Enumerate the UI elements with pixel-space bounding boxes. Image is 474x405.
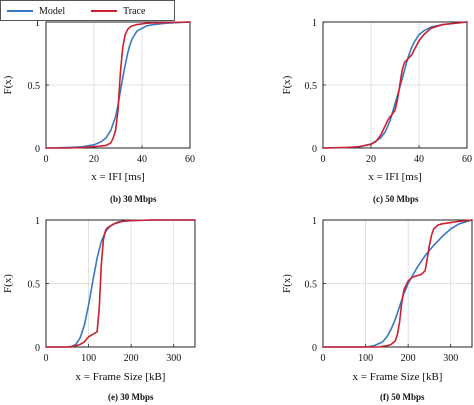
legend-swatch-model xyxy=(7,10,33,12)
y-axis-label: F(x) xyxy=(281,274,293,293)
x-tick-label: 60 xyxy=(185,154,195,165)
x-tick-label: 200 xyxy=(401,353,416,364)
chart-caption: (c) 50 Mbps xyxy=(373,194,419,204)
y-tick-label: 0.5 xyxy=(28,81,41,92)
y-axis-label: F(x) xyxy=(2,274,14,293)
series-line-trace xyxy=(45,21,191,149)
series-line-model xyxy=(45,21,191,149)
chart-caption: (e) 30 Mbps xyxy=(108,392,154,402)
x-tick-label: 300 xyxy=(166,353,181,364)
x-tick-label: 40 xyxy=(414,154,424,165)
x-tick-label: 20 xyxy=(89,154,99,165)
legend-swatch-trace xyxy=(91,10,117,12)
x-tick-label: 60 xyxy=(462,154,472,165)
x-axis-label: x = Frame Size [kB] xyxy=(76,371,166,383)
x-axis-label: x = Frame Size [kB] xyxy=(353,371,443,383)
x-tick-label: 40 xyxy=(137,154,147,165)
x-tick-label: 0 xyxy=(44,353,49,364)
x-tick-label: 200 xyxy=(124,353,139,364)
x-tick-label: 100 xyxy=(81,353,96,364)
y-tick-label: 1 xyxy=(312,216,317,227)
x-tick-label: 100 xyxy=(358,353,373,364)
x-tick-label: 0 xyxy=(44,154,49,165)
x-tick-label: 0 xyxy=(321,353,326,364)
legend-label-model: Model xyxy=(39,5,66,17)
chart-caption: (b) 30 Mbps xyxy=(110,194,157,204)
y-axis-label: F(x) xyxy=(281,75,293,94)
y-tick-label: 0 xyxy=(312,144,317,155)
series-line-model xyxy=(322,219,473,348)
chart-caption: (f) 50 Mbps xyxy=(380,392,425,402)
y-tick-label: 0 xyxy=(35,343,40,354)
legend: Model Trace xyxy=(0,0,175,21)
legend-item-model: Model xyxy=(7,4,65,18)
series-line-trace xyxy=(322,219,473,348)
y-tick-label: 0.5 xyxy=(28,280,41,291)
y-tick-label: 0.5 xyxy=(305,280,318,291)
y-tick-label: 0 xyxy=(312,343,317,354)
x-axis-label: x = IFI [ms] xyxy=(368,171,422,183)
y-tick-label: 1 xyxy=(35,216,40,227)
y-tick-label: 1 xyxy=(312,18,317,29)
series-line-trace xyxy=(45,219,196,348)
x-tick-label: 0 xyxy=(321,154,326,165)
series-line-trace xyxy=(322,21,468,149)
x-axis-label: x = IFI [ms] xyxy=(91,171,145,183)
legend-item-trace: Trace xyxy=(91,4,145,18)
y-axis-label: F(x) xyxy=(2,75,14,94)
y-tick-label: 1 xyxy=(35,18,40,29)
y-tick-label: 0 xyxy=(35,144,40,155)
x-tick-label: 20 xyxy=(366,154,376,165)
legend-label-trace: Trace xyxy=(123,5,146,17)
y-tick-label: 0.5 xyxy=(305,81,318,92)
x-tick-label: 300 xyxy=(443,353,458,364)
